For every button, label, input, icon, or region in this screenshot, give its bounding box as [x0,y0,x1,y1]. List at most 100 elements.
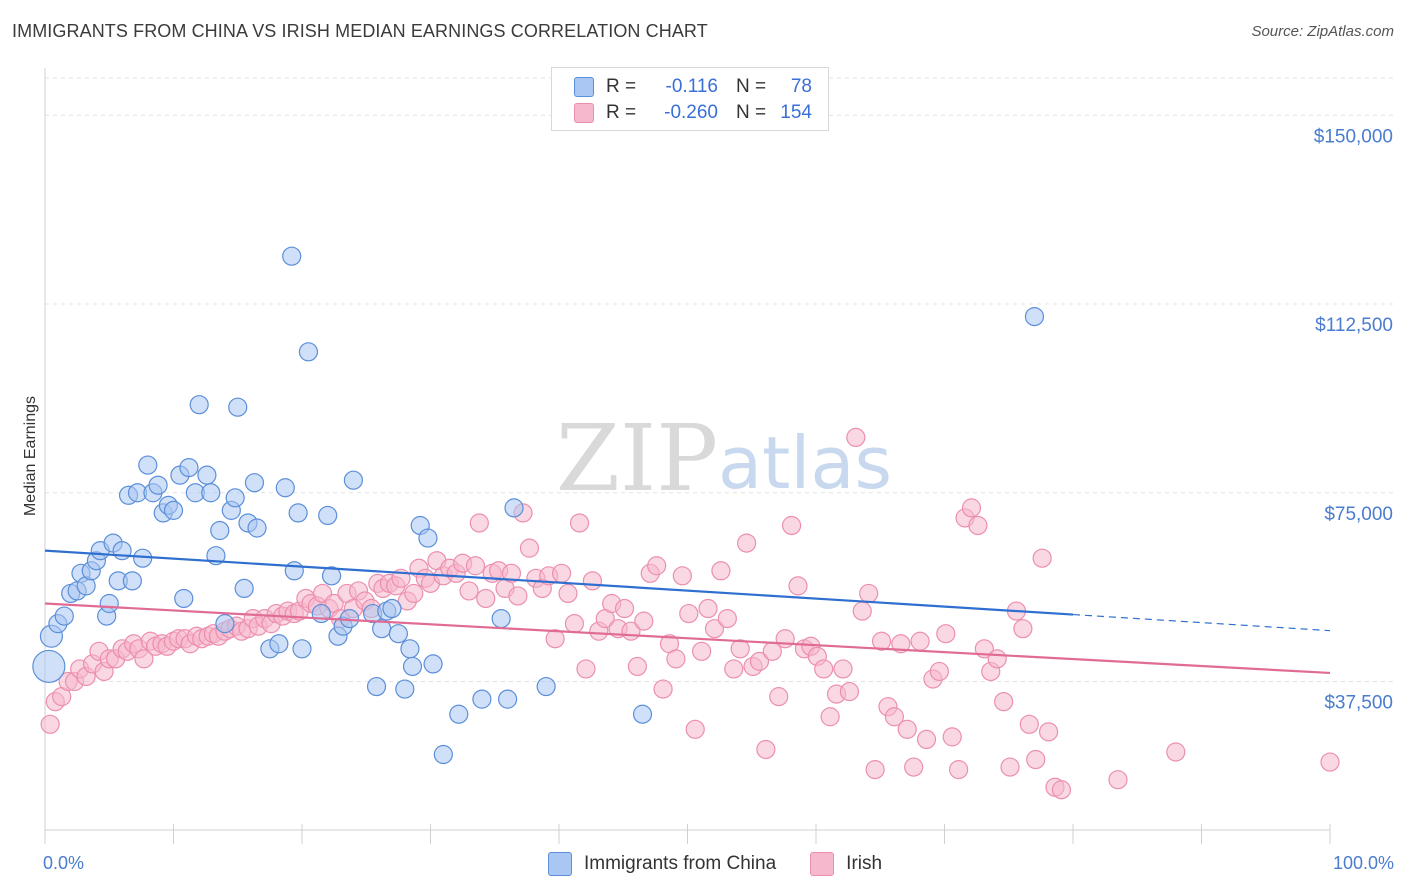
irish-point [871,631,892,651]
legend-swatch-china [548,852,572,876]
legend-r-value: -0.260 [664,102,718,123]
irish-point [749,651,770,671]
irish-point [569,513,590,533]
irish-point [904,757,924,777]
irish-point [961,498,982,518]
china-point [282,246,302,266]
irish-point [897,719,917,739]
irish-point [929,661,949,682]
stats-legend: R = -0.116 N = 78 R = -0.260 N = 154 [551,67,829,131]
legend-label-irish: Irish [846,853,883,874]
irish-point [788,576,808,596]
irish-point [1019,714,1039,734]
china-point [179,458,199,478]
china-point [201,483,221,503]
irish-point [859,583,879,604]
irish-point [1038,722,1059,742]
china-point [632,704,653,724]
irish-points [40,427,1340,800]
y-tick-label: $75,000 [1324,504,1393,525]
irish-point [916,729,937,750]
irish-point [469,513,489,533]
irish-point [865,759,885,780]
trend-lines [44,549,1331,675]
chart-title: IMMIGRANTS FROM CHINA VS IRISH MEDIAN EA… [12,21,708,41]
china-point [99,593,119,614]
irish-point [711,561,731,581]
china-point [491,608,511,629]
legend-r-label: R = [606,102,637,123]
china-point [269,634,289,654]
irish-point [545,629,565,649]
legend-n-value: 154 [780,102,812,123]
legend-r-value: -0.116 [665,76,718,97]
irish-point [910,631,930,651]
irish-point [1320,752,1340,772]
legend-item-irish: Irish [810,852,882,876]
china-trend-extension [1072,613,1331,632]
china-point [343,470,363,490]
irish-trend-line [44,602,1331,675]
china-point [298,342,319,362]
irish-point [884,707,904,727]
china-point [292,639,312,659]
irish-point [647,556,667,576]
irish-point [465,556,486,576]
irish-point [564,614,585,634]
irish-point [936,624,956,644]
irish-point [576,659,596,679]
irish-point [1026,749,1046,770]
irish-point [685,719,705,739]
china-point [498,689,518,709]
irish-point [501,563,522,583]
irish-point [1166,742,1186,762]
china-point [321,566,342,586]
irish-point [692,641,712,661]
series-legend: Immigrants from China Irish [548,852,916,876]
legend-r-label: R = [606,76,637,97]
china-point [284,561,304,581]
china-point [197,465,217,485]
irish-point [519,538,540,558]
china-point [366,676,387,697]
irish-point [627,656,647,677]
china-points [32,246,1045,765]
china-point [382,598,402,619]
irish-point [724,659,744,679]
china-point [275,478,295,498]
china-point [210,520,230,541]
china-point [433,744,453,765]
china-point [174,588,194,609]
irish-point [582,571,603,591]
legend-row-china: R = -0.116 N = 78 [574,74,812,100]
y-axis-label: Median Earnings [22,396,39,516]
irish-point [679,603,699,624]
irish-point [769,687,789,707]
irish-point [1108,770,1128,790]
china-point [32,649,66,684]
irish-point [1051,780,1072,800]
irish-point [968,515,988,536]
china-point [189,395,209,415]
irish-point [551,563,572,583]
china-point [215,614,235,634]
legend-swatch-irish [810,852,835,876]
china-trend-line [44,549,1074,616]
china-point [504,498,524,518]
china-point [112,541,132,561]
china-point [244,473,265,493]
china-point [228,397,248,417]
watermark: ZIP atlas [556,405,892,512]
irish-point [614,598,635,619]
irish-point [846,427,866,447]
china-point [449,704,469,724]
irish-point [717,608,737,629]
legend-swatch-irish [574,103,594,123]
axes [44,68,1331,844]
irish-point [852,601,872,621]
irish-point [891,634,911,654]
irish-point [942,727,962,747]
irish-point [40,714,60,734]
irish-point [672,566,692,586]
